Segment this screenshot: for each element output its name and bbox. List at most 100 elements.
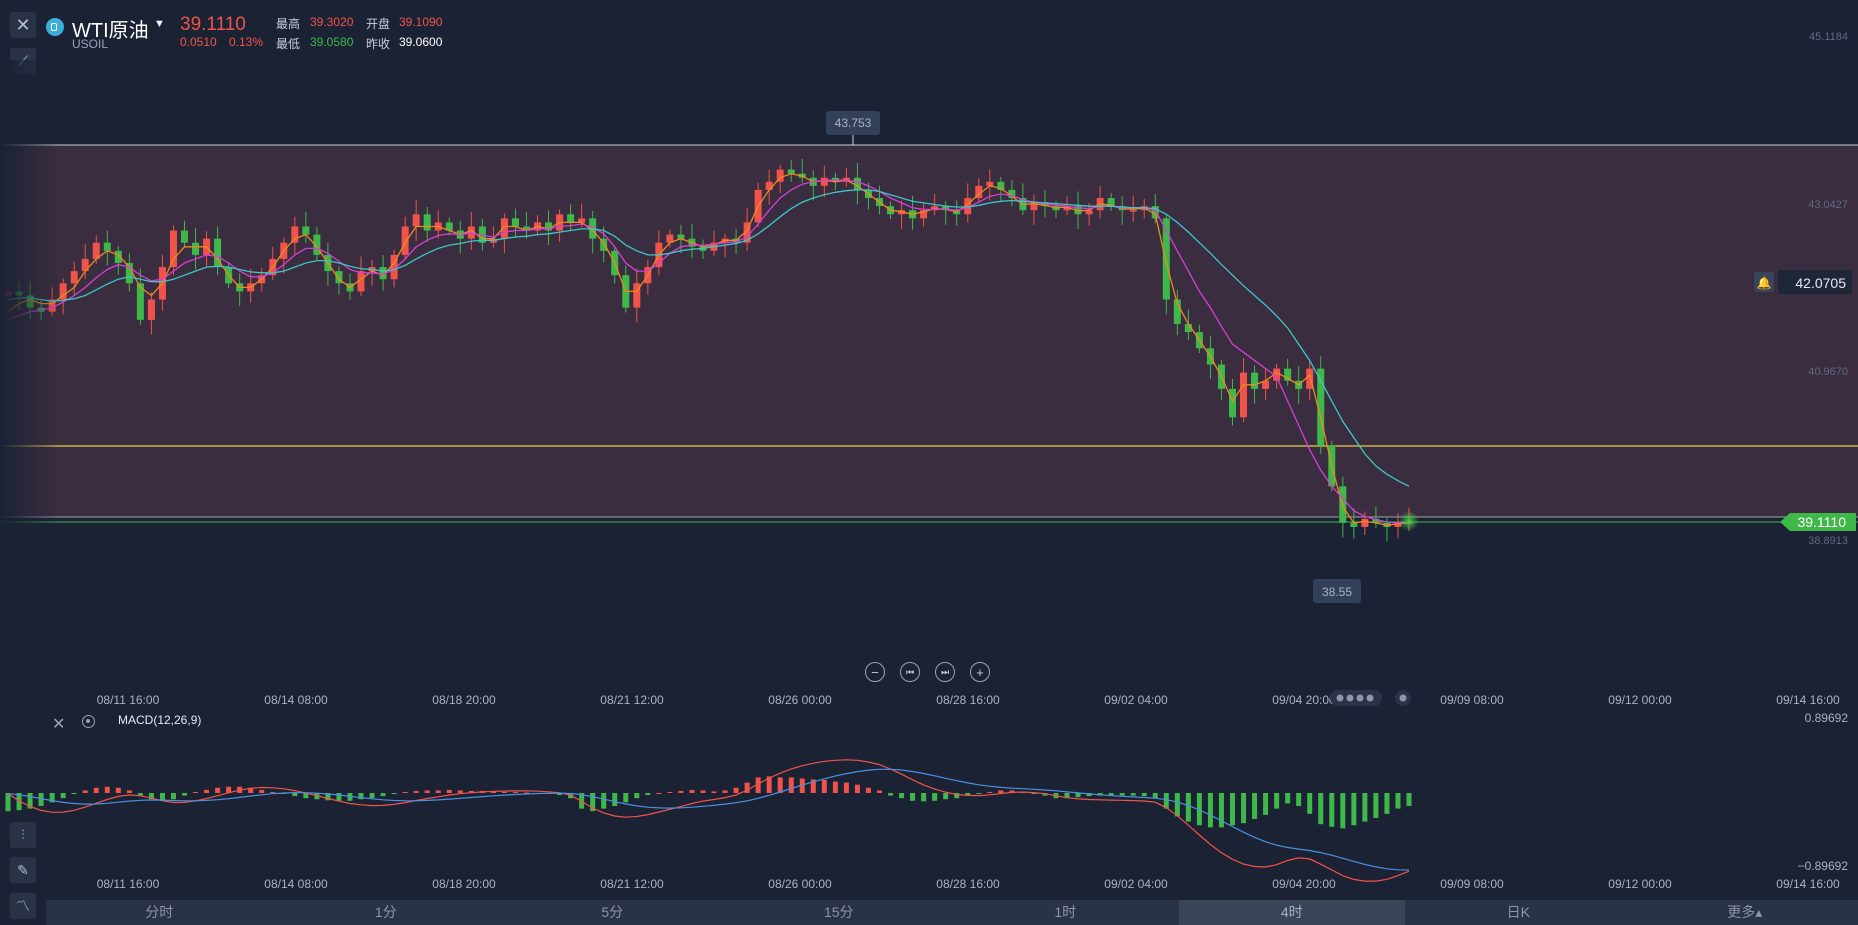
bell-icon-box[interactable]	[1754, 272, 1774, 292]
chevron-down-icon[interactable]: ▼	[154, 18, 165, 30]
macd-x-tick-label: 08/28 16:00	[936, 877, 1000, 891]
macd-bar	[446, 789, 452, 793]
macd-bar	[634, 793, 640, 799]
candle	[313, 227, 321, 260]
macd-bar	[435, 790, 441, 793]
macd-bar	[1307, 793, 1313, 814]
macd-bar	[523, 792, 529, 794]
macd-bar	[843, 782, 849, 793]
macd-bar	[689, 789, 695, 793]
min-marker-box	[1313, 579, 1361, 603]
macd-bar	[226, 786, 232, 793]
low-value: 39.0580	[310, 35, 354, 49]
macd-bar	[678, 790, 684, 793]
macd-bar	[865, 787, 871, 793]
candle	[1306, 361, 1314, 401]
macd-bar	[1108, 793, 1114, 796]
macd-bar	[987, 791, 993, 793]
candle	[70, 261, 78, 295]
candle	[103, 230, 111, 266]
tab-3[interactable]: 15分	[823, 904, 854, 920]
candle	[147, 292, 155, 335]
macd-bar	[788, 777, 794, 793]
tab-1[interactable]: 1分	[374, 904, 397, 920]
alert-price: 42.0705	[1795, 275, 1846, 291]
x-tick-label: 08/14 08:00	[264, 693, 328, 707]
tab-7[interactable]: 更多▴	[1727, 904, 1763, 920]
macd-bar	[215, 787, 221, 793]
macd-axis-bottom: −0.89692	[1798, 859, 1849, 873]
macd-bar	[943, 793, 949, 800]
pencil-icon[interactable]: ✎	[10, 857, 36, 883]
macd-bar	[1318, 793, 1324, 825]
macd-bar	[1218, 793, 1224, 828]
candle	[600, 226, 608, 263]
next-button[interactable]: ⏭	[935, 662, 955, 682]
close-icon[interactable]: ✕	[10, 12, 36, 38]
macd-bar	[1031, 793, 1037, 795]
x-axis: 08/11 16:00 08/14 08:00 08/18 20:00 08/21 1…	[97, 693, 1840, 707]
macd-chart[interactable]: 0.89692 −0.89692 08/11 16:00 08/14 08:00 0…	[0, 700, 1858, 900]
y-label-4: 38.8913	[1808, 535, 1848, 547]
macd-bar	[501, 791, 507, 793]
candle	[114, 245, 122, 275]
bell-icon[interactable]: 🔔	[1757, 276, 1772, 290]
candle	[192, 228, 200, 270]
tab-5[interactable]: 4时	[1178, 900, 1405, 925]
prev-button[interactable]: ⏮	[900, 662, 920, 682]
macd-axis-top: 0.89692	[1805, 711, 1849, 725]
price-chart[interactable]: 45.1184 43.0427 40.9670 38.8913 43.753 3…	[0, 0, 1858, 720]
macd-bar	[910, 793, 916, 801]
macd-bar	[5, 793, 11, 812]
macd-bar	[512, 791, 518, 793]
candle	[820, 165, 828, 198]
macd-bar	[468, 790, 474, 793]
line-chart-icon[interactable]: 〽	[10, 893, 36, 919]
max-marker-box	[826, 111, 880, 135]
macd-bar	[1185, 793, 1191, 822]
candle	[1361, 511, 1369, 536]
macd-bar	[832, 781, 838, 793]
macd-bar	[16, 793, 22, 811]
candle	[522, 211, 530, 239]
x-tick-label: 08/11 16:00	[97, 693, 160, 707]
macd-bar	[854, 784, 860, 793]
x-tick-label: 08/21 12:00	[600, 693, 664, 707]
x-tick-label: 09/02 04:00	[1104, 693, 1168, 707]
scroll-indicator[interactable]	[1330, 690, 1382, 706]
indicator-icon[interactable]: ⫶	[10, 822, 36, 848]
macd-bar	[899, 793, 905, 799]
zoom-out-button[interactable]: −	[865, 662, 885, 682]
macd-bar	[1406, 793, 1412, 806]
x-tick-label: 09/04 20:00	[1272, 693, 1336, 707]
candle	[169, 225, 177, 276]
tab-6[interactable]: 日K	[1506, 904, 1530, 920]
symbol-code: USOIL	[72, 37, 109, 51]
candle	[853, 163, 861, 205]
tab-2[interactable]: 5分	[601, 904, 624, 920]
macd-bar	[921, 793, 927, 802]
macd-dea-line	[7, 768, 1410, 871]
close-indicator-icon[interactable]: ✕	[52, 716, 66, 733]
macd-bar	[303, 793, 309, 799]
symbol-name[interactable]: WTI原油	[72, 20, 149, 42]
macd-bar	[965, 793, 971, 796]
y-label-3: 40.9670	[1808, 366, 1848, 378]
tab-4[interactable]: 1时	[1054, 904, 1077, 920]
macd-x-tick-label: 08/11 16:00	[97, 877, 160, 891]
candle	[765, 169, 773, 205]
tab-0[interactable]: 分时	[145, 904, 174, 920]
indicator-settings-icon[interactable]	[82, 715, 95, 728]
macd-bar	[325, 793, 331, 801]
macd-bar	[148, 793, 154, 800]
macd-bar	[27, 793, 33, 809]
macd-bar	[424, 790, 430, 793]
timeframe-tabs: 分时 1分 5分 15分 1时 4时 日K 更多▴	[46, 900, 1858, 925]
zoom-in-button[interactable]: +	[970, 662, 990, 682]
macd-bar	[1263, 793, 1269, 815]
x-tick-label: 09/09 08:00	[1440, 693, 1504, 707]
macd-bar	[193, 791, 199, 793]
price-change-pct: 0.13%	[229, 35, 264, 49]
macd-bar	[1296, 793, 1302, 806]
macd-bar	[38, 793, 44, 806]
